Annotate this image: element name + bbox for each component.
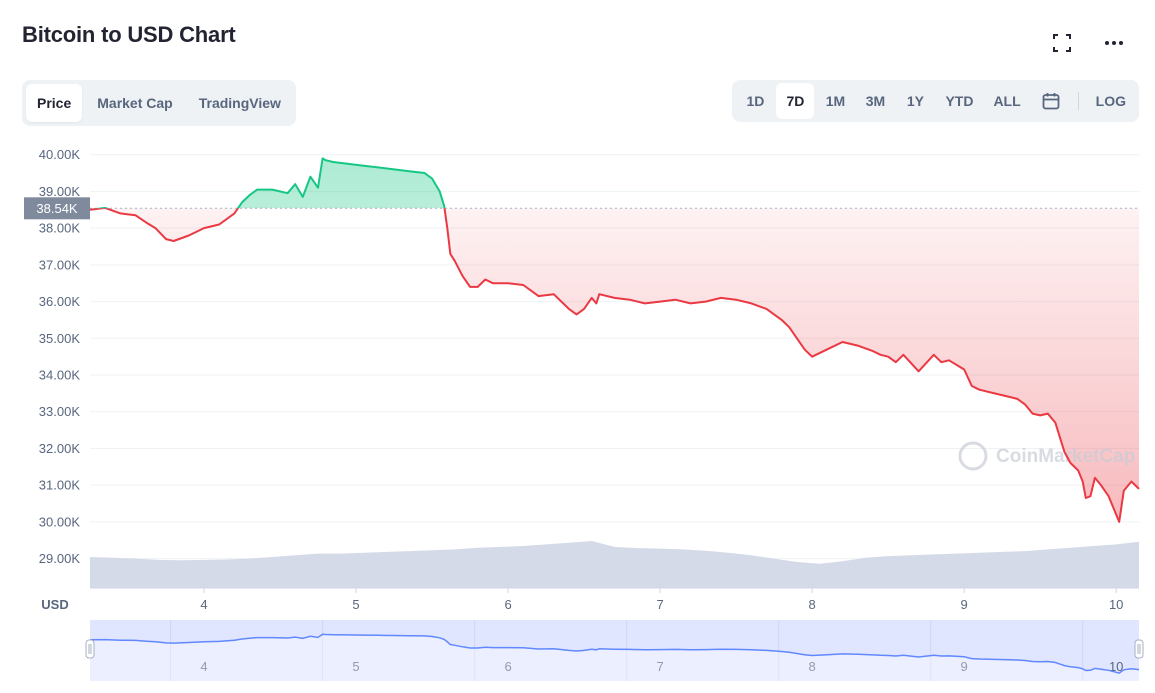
y-tick-label: 37.00K <box>39 257 81 272</box>
range-ytd[interactable]: YTD <box>945 93 974 109</box>
y-tick-label: 31.00K <box>39 478 81 493</box>
y-tick-label: 39.00K <box>39 184 81 199</box>
range-7d[interactable]: 7D <box>776 83 815 119</box>
range-divider <box>1077 92 1079 110</box>
tab-market-cap[interactable]: Market Cap <box>97 95 173 111</box>
price-chart[interactable]: CoinMarketCap 40.00K 39.00K 38.00K 37.00K 36… <box>0 140 1155 693</box>
y-tick-label: 40.00K <box>39 147 81 162</box>
price-line-down <box>89 208 1140 523</box>
navigator-line <box>89 633 1140 674</box>
navigator-tick-label: 6 <box>504 659 511 674</box>
watermark-text: CoinMarketCap <box>996 446 1135 467</box>
range-1y[interactable]: 1Y <box>906 93 924 109</box>
currency-label: USD <box>41 597 68 612</box>
y-tick-label: 35.00K <box>39 331 81 346</box>
y-tick-label: 30.00K <box>39 514 81 529</box>
navigator-tick-label: 5 <box>352 659 359 674</box>
y-axis: 40.00K 39.00K 38.00K 37.00K 36.00K 35.00K 34.0… <box>39 147 81 566</box>
x-tick-label: 6 <box>504 597 511 612</box>
y-tick-label: 34.00K <box>39 368 81 383</box>
y-tick-label: 38.00K <box>39 221 81 236</box>
up-area <box>90 158 1139 209</box>
range-3m[interactable]: 3M <box>865 93 886 109</box>
price-tag-bg <box>24 197 90 220</box>
navigator-right-handle[interactable] <box>1134 639 1144 659</box>
volume-area <box>90 541 1139 588</box>
time-range-selector: 1D 7D 1M 3M 1Y YTD ALL LOG <box>732 80 1139 122</box>
calendar-icon[interactable] <box>1032 83 1070 119</box>
chart-type-tabs: Price Market Cap TradingView <box>22 80 296 126</box>
navigator-bg <box>90 620 1139 681</box>
y-tick-label: 32.00K <box>39 441 81 456</box>
down-area <box>90 208 1139 522</box>
fullscreen-icon[interactable] <box>1051 32 1073 54</box>
header-actions <box>1051 32 1125 54</box>
tab-tradingview[interactable]: TradingView <box>198 95 281 111</box>
y-tick-label: 36.00K <box>39 294 81 309</box>
range-all[interactable]: ALL <box>993 93 1021 109</box>
price-line <box>89 157 1140 523</box>
price-line-up <box>93 157 446 209</box>
current-price-tag: 38.54K <box>24 197 90 220</box>
y-tick-label: 29.00K <box>39 551 81 566</box>
navigator-left-handle[interactable] <box>85 639 95 659</box>
navigator-tick-label: 9 <box>961 659 968 674</box>
x-tick-label: 8 <box>809 597 816 612</box>
x-tick-label: 4 <box>200 597 207 612</box>
x-tick-label: 5 <box>352 597 359 612</box>
navigator-tick-label: 7 <box>656 659 663 674</box>
y-tick-label: 33.00K <box>39 404 81 419</box>
navigator-tick-label: 10 <box>1109 659 1123 674</box>
tab-price[interactable]: Price <box>26 84 83 122</box>
x-tick-label: 9 <box>961 597 968 612</box>
volume-shape <box>90 541 1139 588</box>
x-axis: 4 5 6 7 8 9 10 USD <box>41 587 1139 612</box>
watermark-logo-icon <box>958 441 988 471</box>
coinmarketcap-watermark: CoinMarketCap <box>958 441 1135 471</box>
price-area-fill <box>90 158 1139 522</box>
navigator-area <box>90 634 1139 681</box>
price-tag-label: 38.54K <box>36 201 78 216</box>
x-tick-label: 10 <box>1109 597 1123 612</box>
navigator-tick-label: 8 <box>809 659 816 674</box>
range-1d[interactable]: 1D <box>746 93 765 109</box>
more-horizontal-icon[interactable] <box>1103 32 1125 54</box>
range-navigator[interactable]: 4 5 6 7 8 9 10 <box>85 620 1144 681</box>
chart-title: Bitcoin to USD Chart <box>22 22 236 47</box>
log-scale-toggle[interactable]: LOG <box>1095 93 1126 109</box>
x-tick-label: 7 <box>656 597 663 612</box>
navigator-tick-label: 4 <box>200 659 207 674</box>
range-1m[interactable]: 1M <box>825 93 846 109</box>
